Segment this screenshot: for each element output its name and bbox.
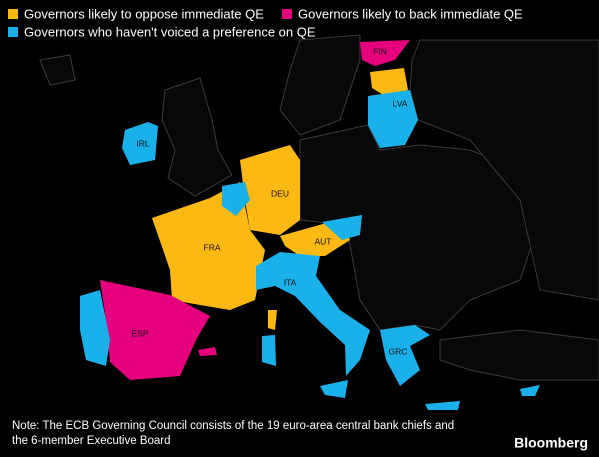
country-label: FRA bbox=[204, 242, 221, 252]
land bbox=[39, 34, 599, 381]
country-label: LVA bbox=[393, 98, 408, 108]
country-label: DEU bbox=[271, 188, 289, 198]
note: the 6-member Executive Board bbox=[12, 435, 171, 447]
country-label: AUT bbox=[315, 236, 332, 246]
legend-swatch bbox=[8, 27, 18, 37]
legend: Governors likely to oppose immediate QE … bbox=[8, 6, 523, 39]
legend-swatch bbox=[282, 9, 292, 19]
note: Note: The ECB Governing Council consists… bbox=[12, 420, 454, 432]
euro-countries bbox=[80, 40, 540, 410]
legend-label: Governors likely to oppose immediate QE bbox=[24, 6, 264, 21]
country-label: IRL bbox=[136, 138, 150, 148]
country-label: FIN bbox=[373, 46, 387, 56]
legend-label: Governors who haven't voiced a preferenc… bbox=[24, 24, 316, 39]
legend-label: Governors likely to back immediate QE bbox=[298, 6, 523, 21]
country-label: GRC bbox=[389, 346, 408, 356]
source: Bloomberg bbox=[514, 435, 588, 451]
legend-swatch bbox=[8, 9, 18, 19]
country-label: ESP bbox=[131, 328, 148, 338]
country-label: ITA bbox=[284, 277, 297, 287]
country-labels: FIN LVA IRL DEU FRA AUT ITA ESP GRC bbox=[131, 46, 407, 356]
